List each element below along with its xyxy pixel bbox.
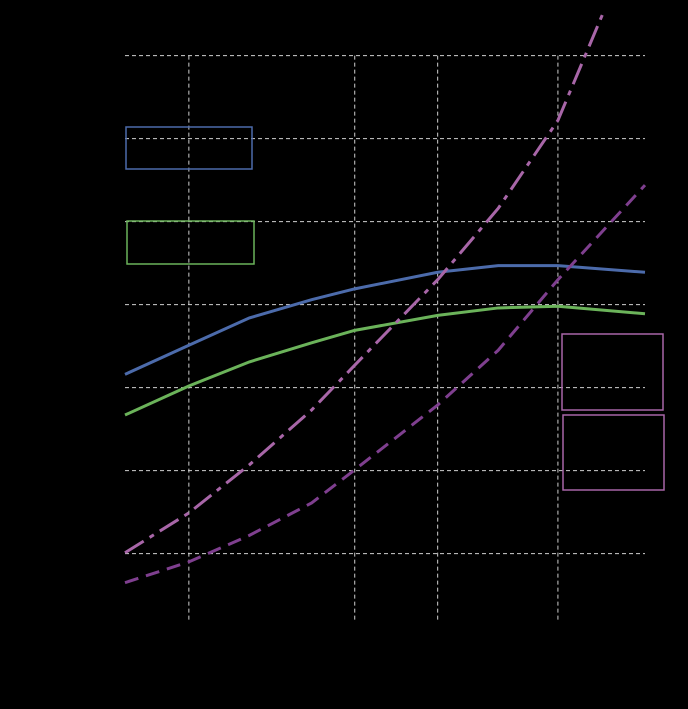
label-box: [562, 414, 665, 491]
series-line: [124, 184, 647, 585]
series-line: [124, 264, 646, 376]
grid: [125, 55, 645, 620]
label-box: [561, 333, 664, 411]
series-line: [124, 304, 646, 417]
lines: [124, 9, 647, 585]
label-box: [125, 126, 253, 170]
label-box: [126, 220, 255, 265]
series-line: [124, 9, 606, 555]
